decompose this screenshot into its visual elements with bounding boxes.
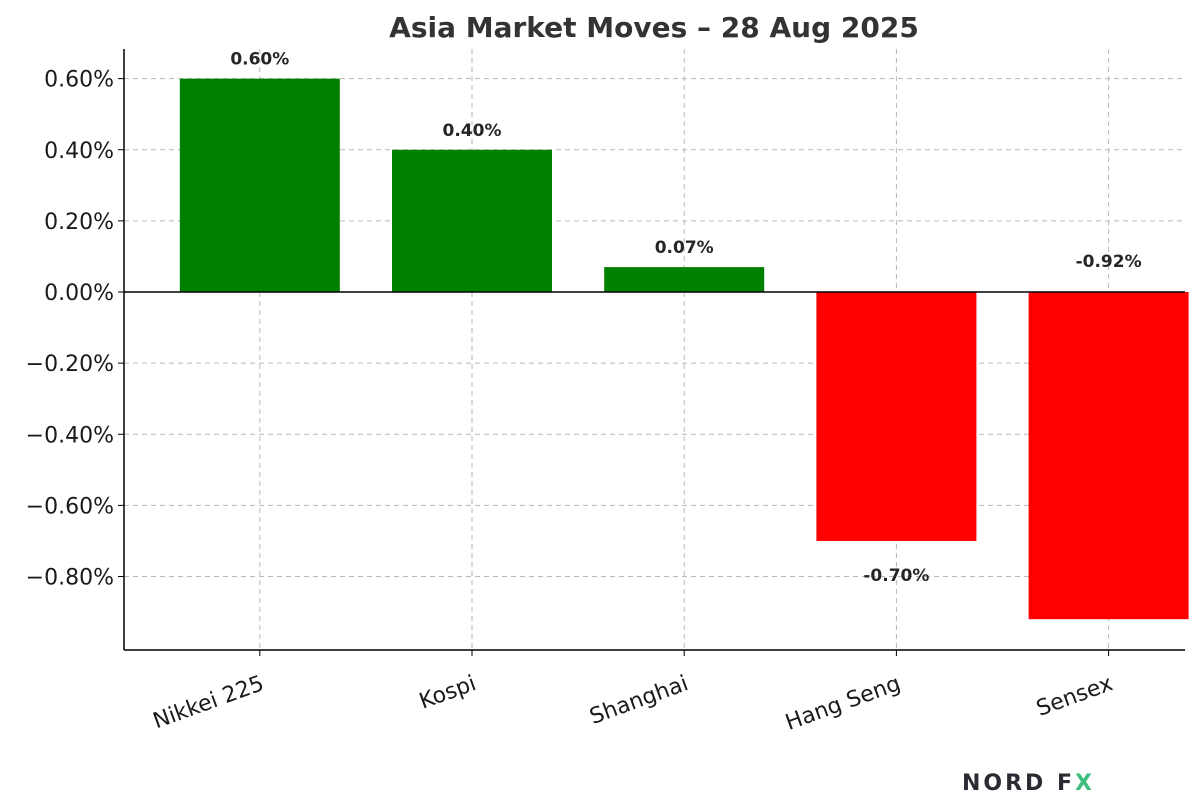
x-tick-label: Kospi xyxy=(416,671,479,714)
y-tick-label: −0.60% xyxy=(26,494,114,519)
bars xyxy=(179,78,1189,620)
data-label: 0.07% xyxy=(655,238,714,258)
bar-shanghai xyxy=(604,267,765,292)
y-tick-label: −0.20% xyxy=(26,352,114,377)
axes xyxy=(118,49,1185,656)
data-label: 0.60% xyxy=(230,50,289,70)
data-labels: 0.60% 0.40% 0.07% -0.70% -0.92% xyxy=(230,50,1141,586)
bar-nikkei-225 xyxy=(179,78,340,292)
logo-text: NORD FX xyxy=(962,771,1095,796)
nordfx-logo: NORD FX xyxy=(962,771,1095,796)
y-tick-label: 0.60% xyxy=(44,68,114,93)
logo-text-main: NORD F xyxy=(962,771,1075,796)
bar-sensex xyxy=(1028,292,1189,620)
y-tick-label: 0.40% xyxy=(44,139,114,164)
y-tick-label: −0.80% xyxy=(26,566,114,591)
data-label: -0.92% xyxy=(1076,252,1142,272)
x-tick-label: Nikkei 225 xyxy=(150,671,267,734)
bar-hang-seng xyxy=(816,292,977,541)
logo-text-accent: X xyxy=(1075,771,1095,796)
y-tick-label: 0.00% xyxy=(44,281,114,306)
data-label: 0.40% xyxy=(443,121,502,141)
y-tick-label: 0.20% xyxy=(44,210,114,235)
x-tick-label: Shanghai xyxy=(587,671,692,730)
bar-kospi xyxy=(392,149,553,292)
y-tick-label: −0.40% xyxy=(26,423,114,448)
x-tick-label: Sensex xyxy=(1033,671,1116,722)
data-label: -0.70% xyxy=(863,566,929,586)
x-tick-label: Hang Seng xyxy=(782,671,904,736)
chart-title: Asia Market Moves – 28 Aug 2025 xyxy=(389,11,919,44)
